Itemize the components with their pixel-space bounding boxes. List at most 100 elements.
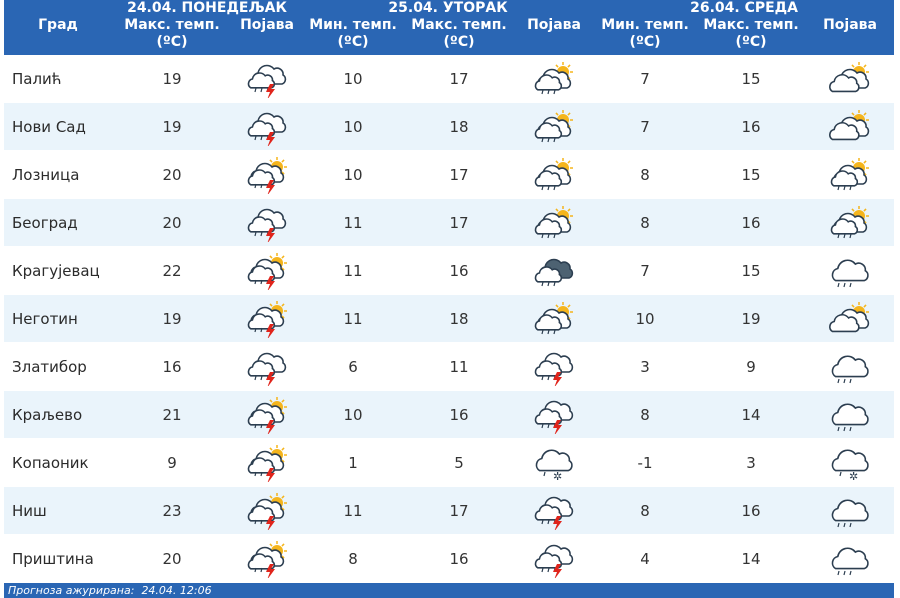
- day-header-row: 24.04. ПОНЕДЕЉАК 25.04. УТОРАК 26.04. СР…: [4, 0, 895, 17]
- cloud-drizzle-icon: [831, 403, 869, 431]
- max-temp-cell: 3: [696, 438, 807, 487]
- max-temp-cell: 15: [696, 246, 807, 295]
- cloud-snow-icon: ✲: [535, 449, 573, 482]
- min-temp-header: Мин. темп. (ºC): [302, 17, 405, 55]
- cloud-drizzle-icon: [831, 259, 869, 287]
- phenomenon-cell: [232, 102, 303, 151]
- city-name: Приштина: [4, 534, 112, 583]
- sun-cloud-drizzle-icon: [534, 109, 574, 142]
- table-row: Лозница 20 10 17 8 15: [4, 150, 895, 199]
- dark-cloud-drizzle-icon: [534, 258, 574, 286]
- min-temp-cell: 10: [302, 55, 405, 103]
- min-temp-cell: 11: [302, 246, 405, 295]
- cloud-drizzle-icon: [831, 355, 869, 383]
- max-temp-cell: 17: [404, 486, 515, 535]
- city-name: Нови Сад: [4, 102, 112, 151]
- table-row: Приштина 20 8 16 4 14: [4, 534, 895, 583]
- table-row: Крагујевац 22 11 16 7 15: [4, 246, 895, 295]
- table-row: Нови Сад 19 10 18 7 16: [4, 102, 895, 151]
- max-temp-cell: 9: [112, 438, 232, 487]
- sun-storm-cloud-icon: [247, 156, 287, 194]
- phenomenon-cell: [514, 342, 595, 391]
- max-temp-cell: 16: [696, 486, 807, 535]
- sun-clouds-icon: [829, 301, 870, 332]
- max-temp-cell: 19: [696, 294, 807, 343]
- storm-cloud-icon: [247, 112, 287, 146]
- table-row: Копаоник 9 1 5 ✲ -1 3 ✲: [4, 438, 895, 487]
- phenomenon-header: Појава: [232, 17, 303, 55]
- max-temp-header: Макс. темп. (ºC): [112, 17, 232, 55]
- min-temp-cell: 10: [594, 294, 697, 343]
- city-name: Неготин: [4, 294, 112, 343]
- min-temp-cell: 8: [594, 150, 697, 199]
- cloud-snow-icon: ✲: [831, 449, 869, 482]
- storm-cloud-icon: [534, 352, 574, 386]
- phenomenon-cell: [514, 246, 595, 295]
- max-temp-cell: 15: [696, 55, 807, 103]
- sun-storm-cloud-icon: [247, 396, 287, 434]
- city-name: Београд: [4, 198, 112, 247]
- max-temp-cell: 16: [112, 342, 232, 391]
- min-temp-cell: 8: [594, 390, 697, 439]
- max-temp-cell: 17: [404, 55, 515, 103]
- day-header-2: 25.04. УТОРАК: [302, 0, 595, 17]
- sun-cloud-drizzle-icon: [534, 205, 574, 238]
- phenomenon-cell: [232, 342, 303, 391]
- storm-cloud-icon: [247, 208, 287, 242]
- sun-storm-cloud-icon: [247, 252, 287, 290]
- phenomenon-cell: [232, 534, 303, 583]
- min-temp-cell: -1: [594, 438, 697, 487]
- min-temp-cell: 10: [302, 390, 405, 439]
- max-temp-cell: 9: [696, 342, 807, 391]
- phenomenon-cell: [232, 486, 303, 535]
- svg-text:✲: ✲: [553, 470, 562, 482]
- phenomenon-cell: [806, 55, 895, 103]
- storm-cloud-icon: [247, 352, 287, 386]
- min-temp-cell: 6: [302, 342, 405, 391]
- city-name: Златибор: [4, 342, 112, 391]
- min-temp-cell: 8: [594, 198, 697, 247]
- sun-storm-cloud-icon: [247, 492, 287, 530]
- phenomenon-cell: [806, 534, 895, 583]
- phenomenon-cell: [514, 534, 595, 583]
- phenomenon-cell: [232, 198, 303, 247]
- max-temp-cell: 14: [696, 390, 807, 439]
- sun-storm-cloud-icon: [247, 444, 287, 482]
- max-temp-cell: 15: [696, 150, 807, 199]
- min-temp-cell: 11: [302, 486, 405, 535]
- forecast-widget: 24.04. ПОНЕДЕЉАК 25.04. УТОРАК 26.04. СР…: [4, 0, 895, 598]
- phenomenon-cell: [232, 246, 303, 295]
- city-name: Ниш: [4, 486, 112, 535]
- phenomenon-cell: ✲: [806, 438, 895, 487]
- phenomenon-cell: [806, 246, 895, 295]
- sun-cloud-drizzle-icon: [830, 157, 870, 190]
- footer-label: Прогноза ажурирана:: [8, 584, 135, 597]
- cloud-drizzle-icon: [831, 547, 869, 575]
- storm-cloud-icon: [534, 544, 574, 578]
- phenomenon-cell: [806, 150, 895, 199]
- phenomenon-cell: [806, 342, 895, 391]
- max-temp-cell: 20: [112, 150, 232, 199]
- footer-timestamp: 24.04. 12:06: [141, 584, 212, 597]
- table-row: Палић 19 10 17 7 15: [4, 55, 895, 103]
- forecast-table: 24.04. ПОНЕДЕЉАК 25.04. УТОРАК 26.04. СР…: [4, 0, 895, 583]
- table-row: Београд 20 11 17 8 16: [4, 198, 895, 247]
- sun-storm-cloud-icon: [247, 540, 287, 578]
- city-name: Копаоник: [4, 438, 112, 487]
- phenomenon-cell: [806, 294, 895, 343]
- max-temp-cell: 20: [112, 198, 232, 247]
- max-temp-cell: 16: [404, 246, 515, 295]
- footer-bar: Прогноза ажурирана: 24.04. 12:06: [4, 583, 894, 598]
- max-temp-cell: 17: [404, 198, 515, 247]
- phenomenon-cell: [514, 198, 595, 247]
- phenomenon-cell: [232, 294, 303, 343]
- max-temp-cell: 16: [696, 102, 807, 151]
- table-row: Златибор 16 6 11 3 9: [4, 342, 895, 391]
- sun-cloud-drizzle-icon: [534, 61, 574, 94]
- max-temp-cell: 17: [404, 150, 515, 199]
- max-temp-cell: 19: [112, 294, 232, 343]
- min-temp-cell: 4: [594, 534, 697, 583]
- phenomenon-cell: [806, 102, 895, 151]
- min-temp-cell: 10: [302, 150, 405, 199]
- city-name: Крагујевац: [4, 246, 112, 295]
